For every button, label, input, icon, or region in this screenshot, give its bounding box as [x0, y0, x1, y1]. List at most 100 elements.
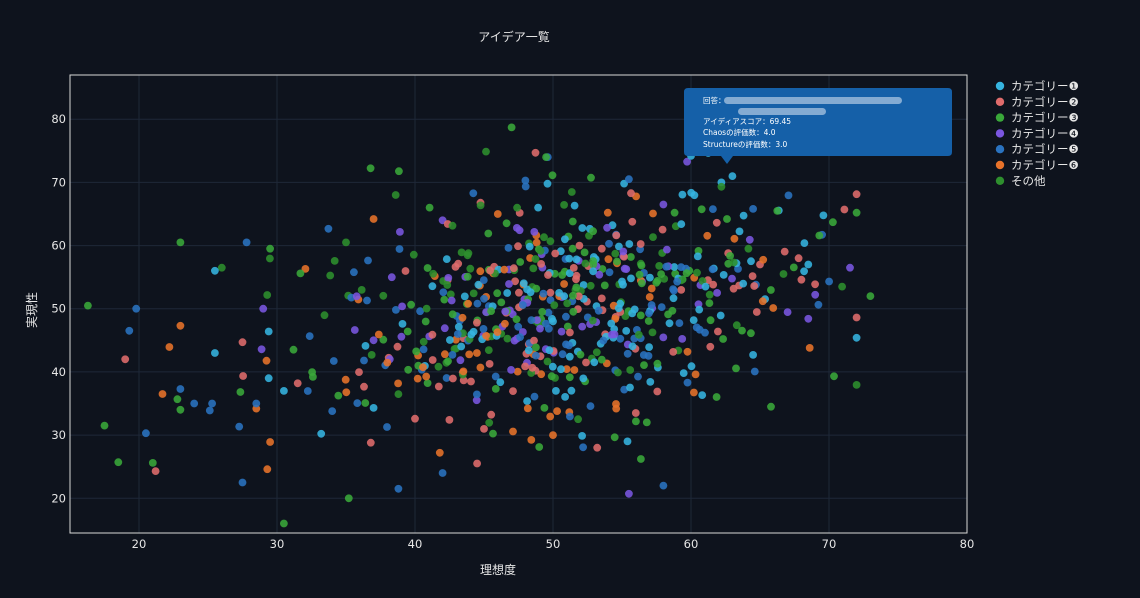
scatter-point[interactable] — [239, 372, 248, 380]
scatter-point[interactable] — [476, 267, 485, 276]
scatter-point[interactable] — [679, 369, 688, 377]
scatter-point[interactable] — [683, 378, 692, 387]
scatter-point[interactable] — [493, 328, 502, 336]
scatter-point[interactable] — [640, 361, 648, 369]
scatter-point[interactable] — [502, 219, 511, 228]
scatter-point[interactable] — [456, 356, 465, 365]
scatter-point[interactable] — [557, 327, 566, 336]
scatter-point[interactable] — [474, 280, 483, 289]
scatter-point[interactable] — [637, 279, 646, 288]
scatter-point[interactable] — [361, 399, 370, 407]
scatter-point[interactable] — [504, 244, 513, 252]
scatter-point[interactable] — [280, 519, 288, 528]
scatter-point[interactable] — [697, 205, 706, 214]
scatter-point[interactable] — [442, 255, 451, 263]
scatter-point[interactable] — [551, 249, 560, 258]
scatter-point[interactable] — [800, 239, 809, 248]
scatter-point[interactable] — [840, 205, 849, 214]
scatter-point[interactable] — [503, 334, 512, 343]
scatter-point[interactable] — [497, 298, 506, 307]
scatter-point[interactable] — [320, 311, 329, 320]
scatter-point[interactable] — [687, 362, 696, 371]
scatter-point[interactable] — [434, 362, 443, 371]
scatter-point[interactable] — [513, 367, 522, 376]
scatter-point[interactable] — [566, 328, 574, 337]
scatter-point[interactable] — [663, 245, 671, 254]
scatter-point[interactable] — [242, 238, 251, 247]
scatter-point[interactable] — [852, 208, 861, 217]
scatter-point[interactable] — [750, 282, 759, 290]
scatter-point[interactable] — [568, 244, 577, 253]
scatter-point[interactable] — [266, 438, 274, 446]
scatter-point[interactable] — [334, 391, 343, 400]
scatter-point[interactable] — [423, 379, 432, 387]
scatter-point[interactable] — [513, 203, 521, 212]
scatter-point[interactable] — [578, 322, 587, 331]
scatter-point[interactable] — [714, 327, 722, 336]
scatter-point[interactable] — [526, 288, 535, 297]
scatter-point[interactable] — [441, 350, 449, 359]
scatter-point[interactable] — [705, 299, 714, 307]
scatter-point[interactable] — [480, 425, 488, 433]
scatter-point[interactable] — [560, 280, 568, 288]
scatter-point[interactable] — [493, 210, 502, 218]
scatter-point[interactable] — [293, 379, 302, 388]
legend-item[interactable]: カテゴリー❻ — [995, 158, 1079, 172]
scatter-point[interactable] — [712, 218, 721, 227]
scatter-point[interactable] — [536, 247, 545, 255]
scatter-point[interactable] — [496, 378, 505, 387]
scatter-point[interactable] — [645, 343, 653, 351]
scatter-point[interactable] — [374, 330, 383, 339]
scatter-point[interactable] — [434, 382, 443, 391]
scatter-point[interactable] — [612, 231, 621, 240]
scatter-point[interactable] — [501, 307, 510, 316]
scatter-point[interactable] — [523, 397, 531, 405]
scatter-point[interactable] — [396, 228, 404, 236]
scatter-point[interactable] — [852, 381, 861, 389]
scatter-point[interactable] — [412, 347, 421, 356]
scatter-point[interactable] — [114, 458, 123, 467]
scatter-point[interactable] — [401, 267, 410, 275]
scatter-point[interactable] — [649, 209, 657, 218]
scatter-point[interactable] — [511, 277, 519, 286]
scatter-point[interactable] — [570, 366, 579, 374]
scatter-point[interactable] — [536, 324, 544, 333]
scatter-point[interactable] — [623, 437, 632, 446]
scatter-point[interactable] — [677, 220, 686, 229]
scatter-point[interactable] — [819, 211, 828, 220]
scatter-point[interactable] — [739, 279, 748, 288]
scatter-point[interactable] — [446, 290, 455, 299]
scatter-point[interactable] — [454, 323, 463, 331]
scatter-point[interactable] — [653, 277, 662, 285]
scatter-point[interactable] — [366, 164, 375, 173]
scatter-point[interactable] — [625, 175, 633, 184]
scatter-point[interactable] — [708, 265, 717, 274]
scatter-point[interactable] — [447, 296, 456, 305]
scatter-point[interactable] — [525, 242, 534, 251]
scatter-point[interactable] — [706, 316, 715, 325]
scatter-point[interactable] — [662, 262, 671, 271]
scatter-point[interactable] — [693, 252, 702, 261]
scatter-point[interactable] — [546, 412, 555, 421]
scatter-point[interactable] — [328, 407, 337, 415]
scatter-point[interactable] — [866, 292, 875, 300]
scatter-point[interactable] — [747, 329, 755, 338]
scatter-point[interactable] — [398, 302, 406, 311]
scatter-point[interactable] — [677, 286, 686, 294]
scatter-point[interactable] — [618, 277, 626, 286]
scatter-point[interactable] — [565, 341, 573, 350]
scatter-point[interactable] — [208, 399, 217, 408]
scatter-point[interactable] — [458, 313, 467, 322]
scatter-point[interactable] — [379, 291, 388, 300]
scatter-point[interactable] — [148, 459, 157, 467]
scatter-point[interactable] — [532, 343, 540, 352]
scatter-point[interactable] — [84, 301, 92, 310]
scatter-point[interactable] — [448, 310, 457, 319]
scatter-point[interactable] — [540, 233, 548, 242]
scatter-point[interactable] — [537, 260, 545, 268]
scatter-point[interactable] — [634, 372, 642, 381]
scatter-point[interactable] — [428, 330, 437, 339]
scatter-point[interactable] — [505, 280, 513, 288]
scatter-point[interactable] — [531, 255, 540, 263]
scatter-point[interactable] — [659, 333, 668, 342]
